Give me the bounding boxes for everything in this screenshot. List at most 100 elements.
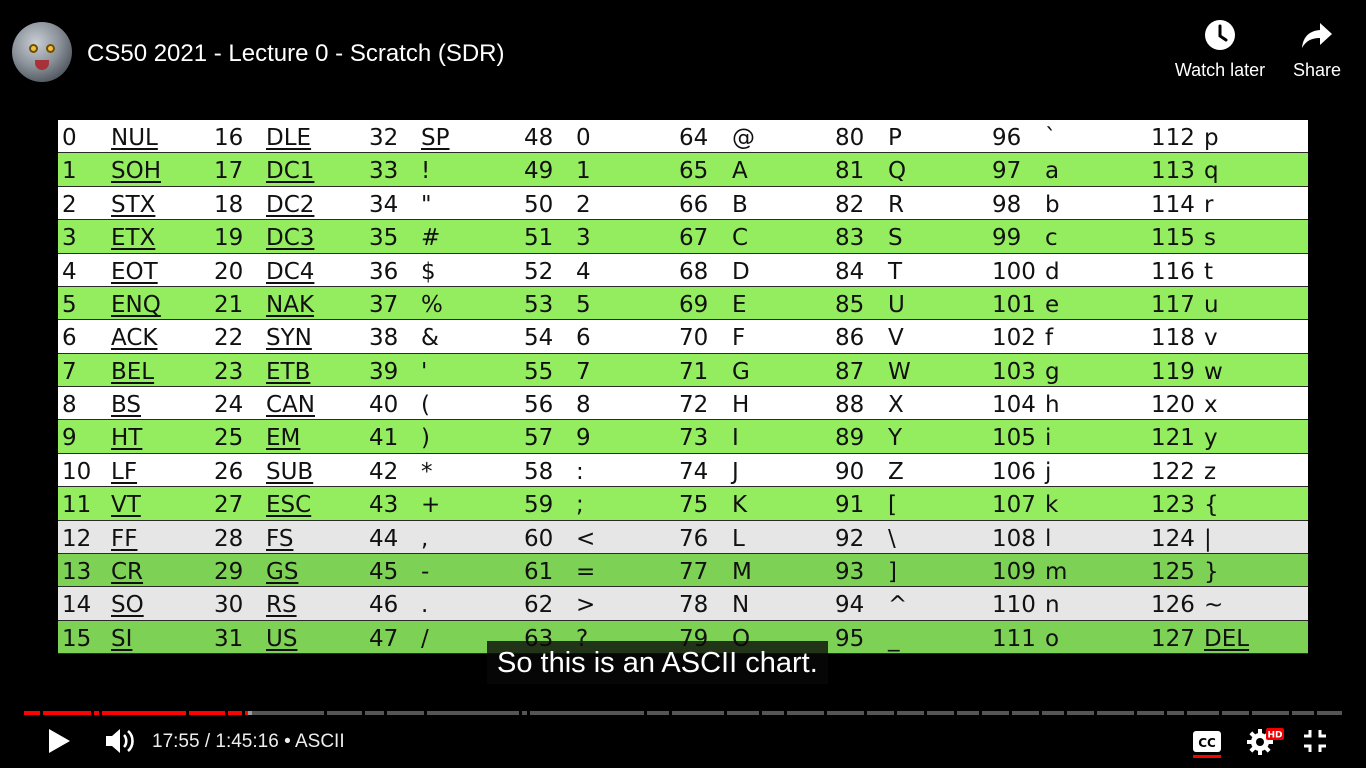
progress-track — [24, 711, 1342, 715]
ascii-char: l — [1045, 525, 1052, 552]
ascii-row: 14 SO 30 RS 46. 62 >78 N 94 ^ 110 n 126 ~ — [58, 587, 1308, 621]
chapter-gap — [1009, 711, 1012, 715]
chapter-gap — [1134, 711, 1137, 715]
watch-later-label: Watch later — [1174, 60, 1266, 80]
ascii-code: 1 — [62, 158, 77, 185]
ascii-row: 2 STX 18 DC2 34 " 50 2 66 B 82 R 98 b 114 r — [58, 187, 1308, 221]
ascii-char: . — [421, 592, 429, 619]
ascii-code: 27 — [214, 492, 244, 519]
ascii-char: m — [1045, 558, 1068, 585]
progress-bar[interactable] — [24, 711, 1342, 715]
ascii-char: CR — [111, 558, 144, 585]
ascii-char: j — [1045, 458, 1052, 485]
chapter-title[interactable]: ASCII — [294, 731, 345, 752]
ascii-char: ` — [1045, 125, 1057, 151]
ascii-code: 52 — [524, 258, 554, 285]
closed-caption-text: So this is an ASCII chart. — [487, 641, 828, 684]
ascii-code: 17 — [214, 158, 244, 185]
ascii-code: 86 — [835, 325, 865, 352]
ascii-char: % — [421, 291, 443, 318]
chapter-gap — [519, 711, 522, 715]
ascii-code: 6 — [62, 325, 77, 352]
ascii-char: ACK — [111, 325, 158, 352]
ascii-code: 54 — [524, 325, 554, 352]
ascii-code: 36 — [369, 258, 399, 285]
ascii-code: 49 — [524, 158, 554, 185]
ascii-char: x — [1204, 392, 1218, 418]
ascii-char: ] — [888, 558, 897, 585]
ascii-char: J — [732, 458, 739, 485]
ascii-code: 11 — [62, 492, 92, 519]
ascii-code: 74 — [679, 458, 709, 485]
ascii-char: - — [421, 558, 430, 585]
ascii-code: 21 — [214, 291, 244, 318]
ascii-char: : — [576, 458, 584, 485]
ascii-code: 121 — [1151, 425, 1195, 452]
watch-later-button[interactable]: Watch later — [1168, 18, 1272, 81]
ascii-char: L — [732, 525, 745, 552]
ascii-code: 22 — [214, 325, 244, 352]
chapter-gap — [384, 711, 387, 715]
ascii-code: 61 — [524, 558, 554, 585]
chapter-gap — [1249, 711, 1252, 715]
chapter-gap — [91, 711, 94, 715]
ascii-char: ENQ — [111, 291, 161, 318]
ascii-code: 96 — [992, 125, 1022, 151]
ascii-char: r — [1204, 191, 1214, 218]
ascii-char: R — [888, 191, 904, 218]
ascii-code: 25 — [214, 425, 244, 452]
ascii-code: 119 — [1151, 358, 1195, 385]
ascii-char: SI — [111, 625, 133, 652]
ascii-char: SO — [111, 592, 144, 619]
ascii-char: BS — [111, 392, 141, 418]
ascii-char: FS — [266, 525, 294, 552]
chapter-gap — [527, 711, 530, 715]
ascii-char: S — [888, 225, 903, 252]
ascii-code: 30 — [214, 592, 244, 619]
ascii-code: 118 — [1151, 325, 1195, 352]
ascii-char: u — [1204, 291, 1219, 318]
chapter-gap — [784, 711, 787, 715]
video-title[interactable]: CS50 2021 - Lecture 0 - Scratch (SDR) — [87, 40, 505, 67]
ascii-char: + — [421, 492, 441, 519]
exit-fullscreen-icon[interactable] — [1302, 728, 1328, 754]
ascii-char: EOT — [111, 258, 158, 285]
ascii-code: 15 — [62, 625, 92, 652]
chapter-gap — [186, 711, 189, 715]
ascii-code: 56 — [524, 392, 554, 418]
ascii-char: Z — [888, 458, 904, 485]
ascii-code: 70 — [679, 325, 709, 352]
settings-gear-icon[interactable]: HD — [1246, 726, 1286, 756]
ascii-code: 94 — [835, 592, 865, 619]
ascii-char: P — [888, 125, 902, 151]
ascii-row: 0 NUL 16 DLE 32 SP 48 0 64 @80 P 96 ` 112 p — [58, 120, 1308, 154]
ascii-char: SUB — [266, 458, 314, 485]
ascii-code: 59 — [524, 492, 554, 519]
ascii-code: 104 — [992, 392, 1036, 418]
chapter-gap — [225, 711, 228, 715]
chapter-gap — [824, 711, 827, 715]
channel-avatar[interactable] — [12, 22, 72, 82]
ascii-code: 126 — [1151, 592, 1195, 619]
ascii-char: HT — [111, 425, 143, 452]
chapter-gap — [924, 711, 927, 715]
ascii-code: 32 — [369, 125, 399, 151]
ascii-row: 12 FF 28 FS 44, 60 <76 L 92 \ 108 l 124 | — [58, 520, 1308, 554]
ascii-code: 13 — [62, 558, 92, 585]
ascii-code: 38 — [369, 325, 399, 352]
play-icon[interactable] — [46, 727, 72, 755]
share-button[interactable]: Share — [1288, 18, 1346, 81]
ascii-code: 62 — [524, 592, 554, 619]
ascii-code: 127 — [1151, 625, 1195, 652]
ascii-char: GS — [266, 558, 299, 585]
ascii-code: 71 — [679, 358, 709, 385]
ascii-code: 40 — [369, 392, 399, 418]
volume-icon[interactable] — [104, 726, 136, 756]
ascii-char: Q — [888, 158, 907, 185]
ascii-code: 116 — [1151, 258, 1195, 285]
ascii-code: 23 — [214, 358, 244, 385]
ascii-row: 7 BEL 23 ETB 39 ' 55 7 71 G 87 W 103 g 119 w — [58, 353, 1308, 387]
ascii-char: H — [732, 392, 750, 418]
ascii-char: CAN — [266, 392, 315, 418]
closed-captions-icon[interactable]: CC — [1192, 728, 1222, 758]
